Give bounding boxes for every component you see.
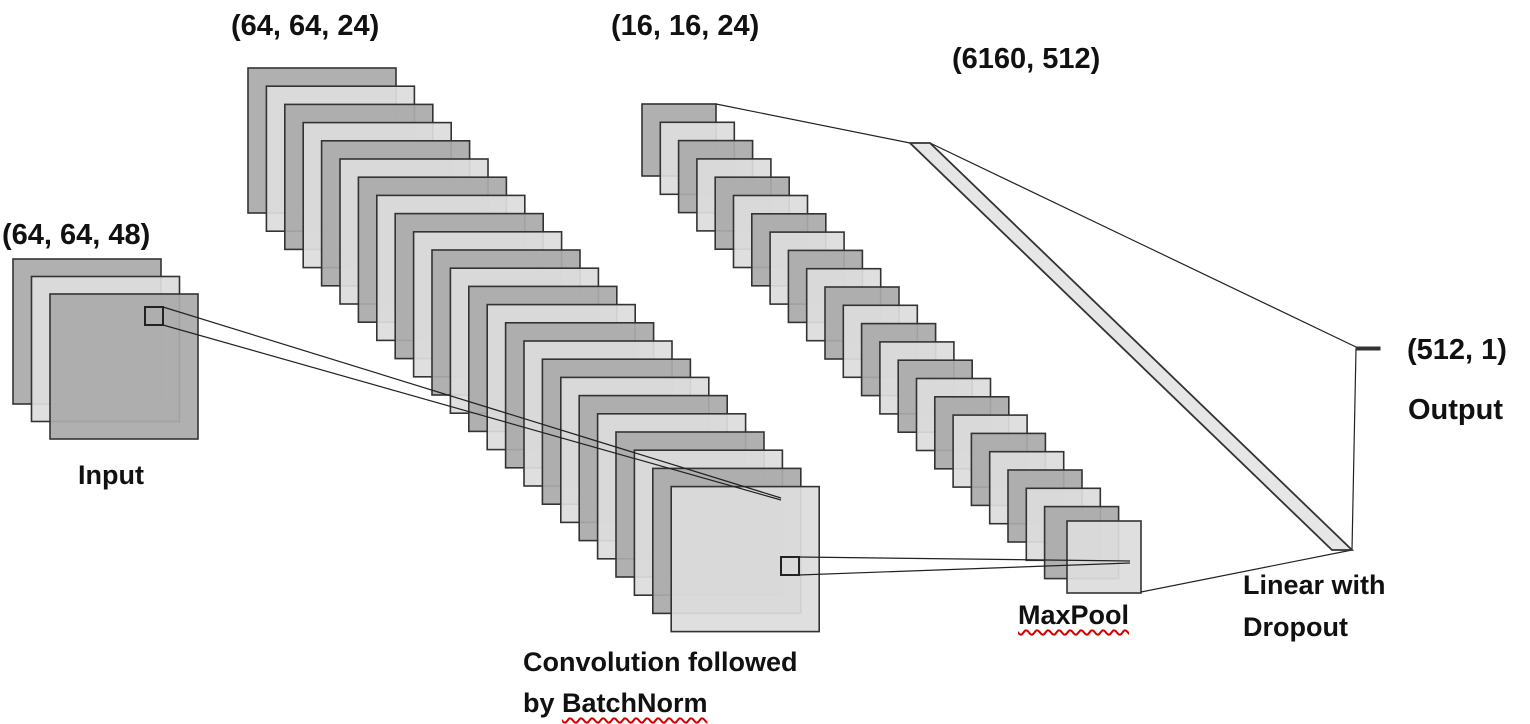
conv-label-by: by	[523, 688, 563, 718]
linear-dims-label: (6160, 512)	[952, 43, 1101, 75]
conv-map-24	[670, 485, 821, 633]
conv-pool-window	[780, 556, 800, 576]
maxpool-feature-map-stack	[641, 103, 1142, 594]
input-label: Input	[78, 460, 144, 490]
maxpool-label: MaxPool	[1018, 600, 1130, 630]
input-to-conv-line-2	[162, 324, 782, 501]
pool-to-linear-top	[715, 103, 911, 144]
pool-map-24	[1066, 520, 1142, 594]
conv-dims-label: (64, 64, 24)	[231, 10, 380, 42]
input-dims-label: (64, 64, 48)	[2, 219, 151, 251]
output-vector-bar	[1355, 346, 1381, 351]
linear-to-output-top	[929, 142, 1357, 348]
conv-label-line2: by BatchNorm	[523, 690, 708, 717]
linear-label-line1: Linear with	[1243, 570, 1386, 600]
output-dims-label: (512, 1)	[1407, 334, 1507, 366]
conv-label-batchnorm: BatchNorm	[562, 688, 708, 718]
conv-feature-map-stack	[247, 67, 821, 633]
input-to-conv-line-1	[162, 306, 782, 499]
input-kernel-window	[144, 306, 164, 326]
linear-label-line2: Dropout	[1243, 612, 1348, 642]
input-feature-map-stack	[12, 258, 199, 440]
pool-dims-label: (16, 16, 24)	[611, 10, 760, 42]
pool-to-linear-bottom	[1140, 549, 1353, 593]
linear-to-output-bottom	[1351, 348, 1357, 551]
connector-lines	[162, 103, 1357, 593]
linear-layer-parallelogram	[907, 142, 1355, 551]
input-map-3	[49, 293, 199, 440]
conv-label-line1: Convolution followed	[523, 647, 798, 677]
linear-layer-bar	[907, 142, 1381, 551]
output-label: Output	[1408, 394, 1504, 426]
conv-to-pool-line-1	[798, 556, 1131, 562]
conv-to-pool-line-2	[798, 562, 1131, 576]
